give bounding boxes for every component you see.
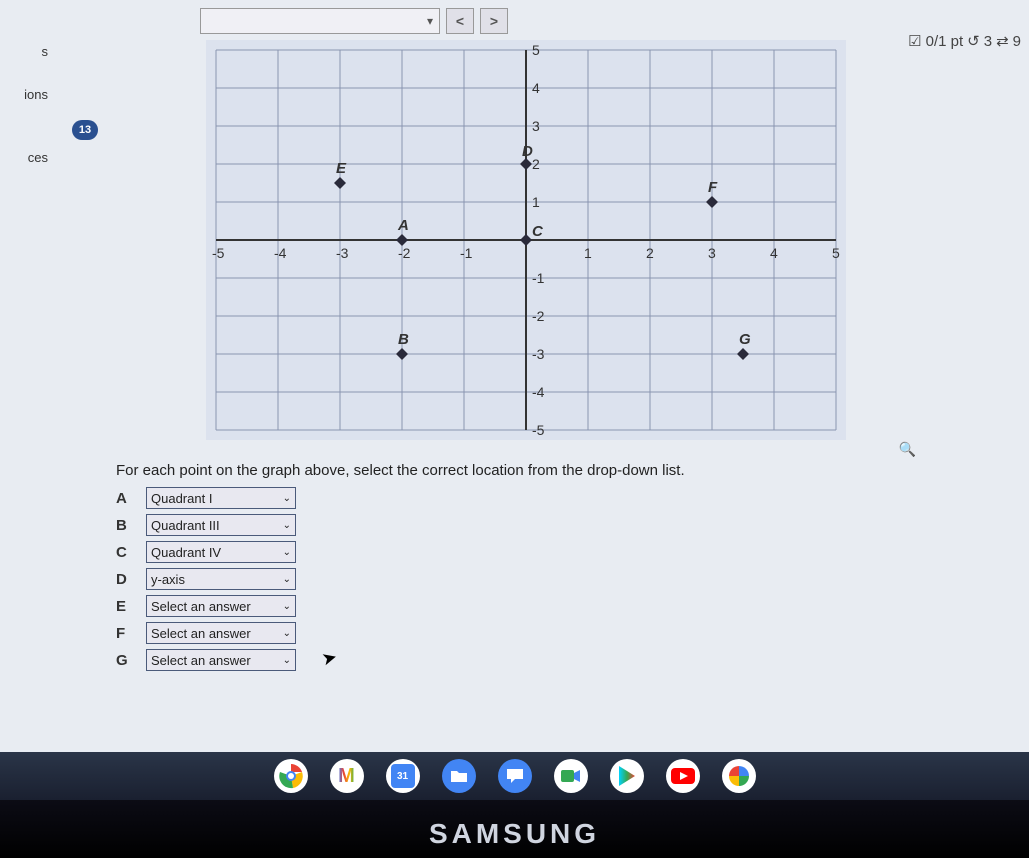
- svg-text:1: 1: [532, 194, 540, 210]
- svg-text:D: D: [522, 143, 533, 160]
- chevron-down-icon: ⌄: [283, 520, 291, 531]
- brand-label: SAMSUNG: [0, 818, 1029, 850]
- question-text: For each point on the graph above, selec…: [116, 462, 966, 479]
- svg-text:-1: -1: [532, 270, 545, 286]
- answer-select-c[interactable]: Quadrant IV ⌄: [146, 541, 296, 563]
- answer-select-g[interactable]: Select an answer ⌄: [146, 649, 296, 671]
- svg-text:5: 5: [532, 42, 540, 58]
- answer-label: A: [116, 490, 136, 507]
- calendar-icon[interactable]: 31: [386, 759, 420, 793]
- select-value: Select an answer: [151, 626, 251, 641]
- taskbar: M 31: [0, 752, 1029, 800]
- svg-text:-5: -5: [212, 245, 225, 261]
- select-value: Quadrant I: [151, 491, 212, 506]
- question-number-badge[interactable]: 13: [72, 120, 98, 140]
- svg-text:3: 3: [532, 118, 540, 134]
- refresh-count: 9: [1013, 33, 1021, 50]
- answer-select-a[interactable]: Quadrant I ⌄: [146, 487, 296, 509]
- content: -5-4-3-2-112345-5-4-3-2-112345ABCDEFG 🔍 …: [116, 40, 966, 676]
- select-value: Select an answer: [151, 599, 251, 614]
- youtube-icon[interactable]: [666, 759, 700, 793]
- svg-text:C: C: [532, 223, 544, 240]
- answer-row: E Select an answer ⌄: [116, 595, 966, 617]
- prev-button[interactable]: <: [446, 8, 474, 34]
- answer-row: A Quadrant I ⌄: [116, 487, 966, 509]
- chevron-down-icon: ⌄: [283, 628, 291, 639]
- svg-text:-3: -3: [336, 245, 349, 261]
- answer-select-b[interactable]: Quadrant III ⌄: [146, 514, 296, 536]
- svg-text:-3: -3: [532, 346, 545, 362]
- svg-text:A: A: [397, 217, 409, 234]
- files-icon[interactable]: [442, 759, 476, 793]
- meet-icon[interactable]: [554, 759, 588, 793]
- chat-icon[interactable]: [498, 759, 532, 793]
- svg-text:2: 2: [532, 156, 540, 172]
- answer-label: C: [116, 544, 136, 561]
- answer-label: B: [116, 517, 136, 534]
- zoom-icon[interactable]: 🔍: [899, 441, 916, 458]
- chevron-down-icon: ⌄: [283, 655, 291, 666]
- chevron-down-icon: ⌄: [283, 601, 291, 612]
- svg-text:-4: -4: [532, 384, 545, 400]
- retry-icon: ↺: [967, 32, 980, 50]
- chevron-down-icon: ⌄: [283, 493, 291, 504]
- svg-text:G: G: [739, 331, 751, 348]
- sidebar-item[interactable]: ces: [0, 146, 50, 169]
- answer-label: G: [116, 652, 136, 669]
- retry-count: 3: [984, 33, 992, 50]
- top-nav: ▾ < >: [200, 8, 508, 34]
- svg-text:-5: -5: [532, 422, 545, 438]
- chevron-down-icon: ⌄: [283, 574, 291, 585]
- svg-text:2: 2: [646, 245, 654, 261]
- question-dropdown[interactable]: ▾: [200, 8, 440, 34]
- select-value: Select an answer: [151, 653, 251, 668]
- next-button[interactable]: >: [480, 8, 508, 34]
- select-value: Quadrant IV: [151, 545, 221, 560]
- answer-row: C Quadrant IV ⌄: [116, 541, 966, 563]
- svg-text:-2: -2: [398, 245, 411, 261]
- svg-text:3: 3: [708, 245, 716, 261]
- answer-row: F Select an answer ⌄: [116, 622, 966, 644]
- answer-label: D: [116, 571, 136, 588]
- answer-list: AQuadrant I⌄BQuadrant III⌄CQuadrant IV⌄D…: [116, 487, 966, 671]
- svg-text:E: E: [336, 160, 347, 177]
- sidebar-item[interactable]: s: [0, 40, 50, 63]
- answer-select-e[interactable]: Select an answer ⌄: [146, 595, 296, 617]
- refresh-icon: ⇄: [996, 32, 1009, 50]
- svg-text:F: F: [708, 179, 718, 196]
- svg-text:1: 1: [584, 245, 592, 261]
- screen: s ions ces ▾ < > ☑ 0/1 pt ↺ 3 ⇄ 9 13 -5-…: [0, 0, 1029, 780]
- answer-row: B Quadrant III ⌄: [116, 514, 966, 536]
- answer-select-f[interactable]: Select an answer ⌄: [146, 622, 296, 644]
- answer-row: G Select an answer ⌄: [116, 649, 966, 671]
- gmail-icon[interactable]: M: [330, 759, 364, 793]
- svg-text:-4: -4: [274, 245, 287, 261]
- answer-label: E: [116, 598, 136, 615]
- svg-text:-1: -1: [460, 245, 473, 261]
- answer-select-d[interactable]: y-axis ⌄: [146, 568, 296, 590]
- answer-row: Dy-axis ⌄: [116, 568, 966, 590]
- chevron-down-icon: ▾: [427, 14, 433, 28]
- play-icon[interactable]: [610, 759, 644, 793]
- sidebar-item[interactable]: ions: [0, 83, 50, 106]
- svg-text:4: 4: [770, 245, 778, 261]
- chevron-down-icon: ⌄: [283, 547, 291, 558]
- answer-label: F: [116, 625, 136, 642]
- select-value: y-axis: [151, 572, 185, 587]
- svg-text:-2: -2: [532, 308, 545, 324]
- select-value: Quadrant III: [151, 518, 220, 533]
- sidebar: s ions ces: [0, 40, 50, 189]
- svg-text:5: 5: [832, 245, 840, 261]
- coordinate-graph: -5 -4 -3 -2 -1 1 2 3 4 5 -5 -4 -3 -2 -1 1 2 3 4 5 A B C D E F G 🔍: [206, 40, 926, 460]
- chrome-icon[interactable]: [274, 759, 308, 793]
- svg-text:4: 4: [532, 80, 540, 96]
- svg-text:B: B: [398, 331, 409, 348]
- photos-icon[interactable]: [722, 759, 756, 793]
